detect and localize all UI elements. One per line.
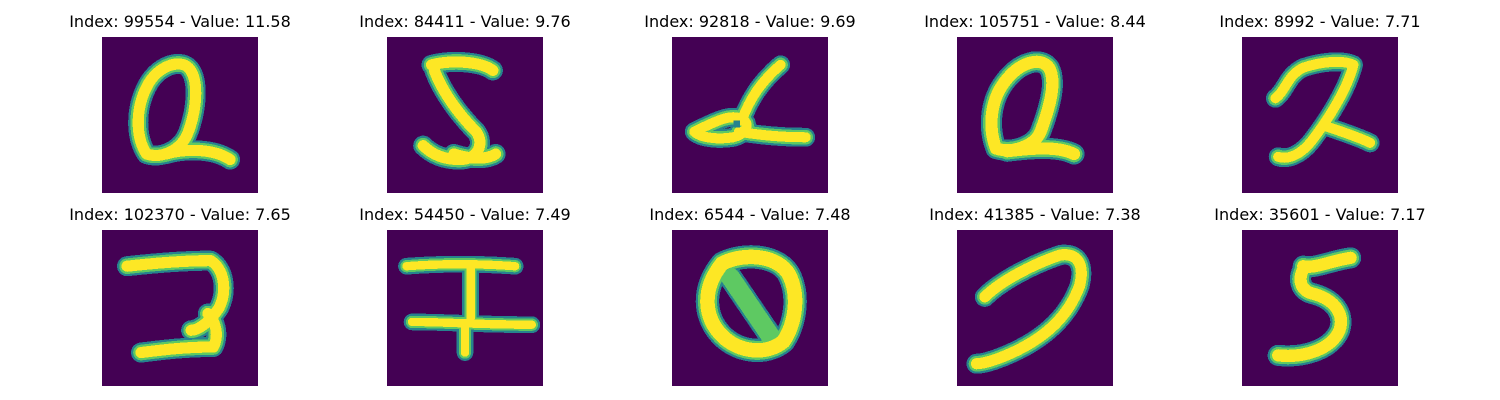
digit-image — [672, 230, 828, 386]
digit-image — [102, 230, 258, 386]
panel-title: Index: 102370 - Value: 7.65 — [69, 205, 291, 224]
digit-panel-6: Index: 102370 - Value: 7.65 — [50, 205, 310, 395]
panel-title: Index: 35601 - Value: 7.17 — [1214, 205, 1426, 224]
digit-image — [387, 37, 543, 193]
digit-panel-8: Index: 6544 - Value: 7.48 — [620, 205, 880, 395]
digit-panel-5: Index: 8992 - Value: 7.71 — [1190, 12, 1450, 202]
panel-title: Index: 84411 - Value: 9.76 — [359, 12, 571, 31]
digit-image — [102, 37, 258, 193]
panel-title: Index: 54450 - Value: 7.49 — [359, 205, 571, 224]
digit-panel-7: Index: 54450 - Value: 7.49 — [335, 205, 595, 395]
panel-title: Index: 105751 - Value: 8.44 — [924, 12, 1146, 31]
digit-image — [1242, 230, 1398, 386]
panel-title: Index: 8992 - Value: 7.71 — [1219, 12, 1421, 31]
digit-image — [387, 230, 543, 386]
digit-panel-9: Index: 41385 - Value: 7.38 — [905, 205, 1165, 395]
digit-image — [672, 37, 828, 193]
panel-title: Index: 6544 - Value: 7.48 — [649, 205, 851, 224]
digit-panel-1: Index: 99554 - Value: 11.58 — [50, 12, 310, 202]
panel-title: Index: 99554 - Value: 11.58 — [69, 12, 291, 31]
digit-image — [957, 230, 1113, 386]
digit-panel-4: Index: 105751 - Value: 8.44 — [905, 12, 1165, 202]
digit-panel-10: Index: 35601 - Value: 7.17 — [1190, 205, 1450, 395]
panel-title: Index: 92818 - Value: 9.69 — [644, 12, 856, 31]
panel-title: Index: 41385 - Value: 7.38 — [929, 205, 1141, 224]
digit-panel-3: Index: 92818 - Value: 9.69 — [620, 12, 880, 202]
digit-image — [1242, 37, 1398, 193]
digit-panel-2: Index: 84411 - Value: 9.76 — [335, 12, 595, 202]
digit-image — [957, 37, 1113, 193]
